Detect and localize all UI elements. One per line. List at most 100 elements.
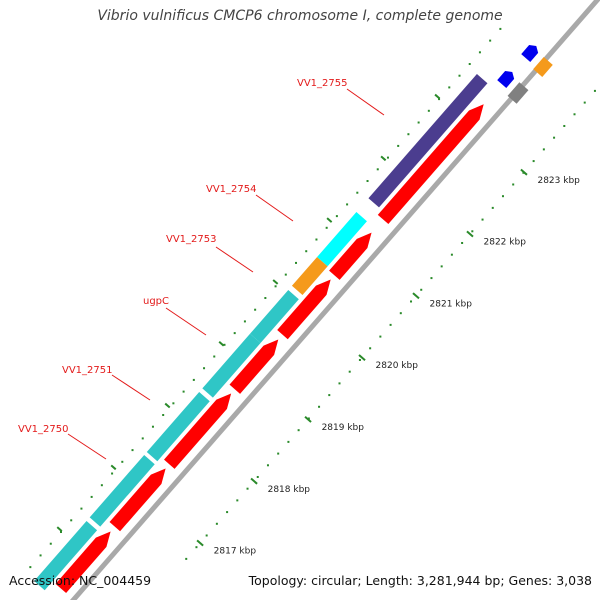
tick-dot (563, 124, 566, 127)
tick-dot-upper (121, 460, 124, 463)
tick-dot (450, 253, 453, 256)
tick-dot-upper (386, 156, 389, 159)
major-tick (412, 292, 420, 300)
major-tick-upper (326, 217, 333, 223)
gene-label: VV1_2755 (297, 78, 348, 89)
tick-dot-upper (417, 121, 420, 124)
tick-dot (501, 195, 504, 198)
tick-dot-upper (100, 484, 103, 487)
gene-arrow-fwd-2 (109, 468, 166, 532)
tick-label: 2818 kbp (268, 485, 311, 495)
tick-dot-upper (39, 554, 42, 557)
gene-box-ugpc (291, 257, 328, 296)
gene-arrow-fwd-5 (277, 279, 331, 340)
tick-dot-upper (366, 180, 369, 183)
gene-small-blue-1 (521, 45, 539, 62)
tick-dot-upper (80, 507, 83, 510)
major-tick-upper (218, 341, 225, 347)
major-tick (250, 477, 258, 485)
map-title: Vibrio vulnificus CMCP6 chromosome I, co… (97, 8, 503, 24)
tick-dot-upper (151, 425, 154, 428)
tick-dot-upper (172, 402, 175, 405)
tick-dot (256, 475, 259, 478)
tick-dot-upper (356, 191, 359, 194)
gene-small-orange (533, 57, 553, 77)
label-leader-line (165, 307, 207, 336)
tick-dot-upper (335, 215, 338, 218)
tick-dot-upper (233, 332, 236, 335)
tick-dot (389, 323, 392, 326)
tick-dot-upper (59, 531, 62, 534)
major-tick (304, 415, 312, 423)
tick-dot-upper (182, 390, 185, 393)
tick-dot-upper (468, 63, 471, 66)
tick-dot (307, 417, 310, 420)
gene-arrow-fwd-1 (55, 531, 111, 594)
gene-label: VV1_2753 (166, 234, 217, 245)
tick-dot (440, 265, 443, 268)
tick-dot-upper (254, 308, 257, 311)
tick-dot (399, 312, 402, 315)
gene-arrow-fwd-4 (229, 339, 279, 394)
tick-dot (481, 218, 484, 221)
gene-label: VV1_2754 (206, 184, 257, 195)
tick-dot (297, 429, 300, 432)
tick-dot-upper (489, 39, 492, 42)
tick-dot-upper (90, 495, 93, 498)
major-tick (358, 354, 366, 361)
tick-dot (542, 148, 545, 151)
tick-dot-upper (448, 86, 451, 89)
tick-dot-upper (111, 472, 114, 475)
gene-arrow-fwd-6 (329, 232, 372, 280)
tick-dot (471, 230, 474, 233)
gene-arrow-fwd-7 (377, 104, 484, 225)
tick-dot (338, 382, 341, 385)
tick-dot-upper (397, 144, 400, 147)
tick-dot-upper (213, 355, 216, 358)
tick-dot-upper (203, 367, 206, 370)
tick-dot-upper (315, 238, 318, 241)
tick-dot (532, 160, 535, 163)
gene-box-rev-6 (317, 212, 367, 267)
tick-dot-upper (70, 519, 73, 522)
tick-dot-upper (223, 343, 226, 346)
tick-dot (215, 522, 218, 525)
tick-dot (553, 136, 556, 139)
major-tick-upper (380, 155, 387, 162)
major-tick (520, 168, 528, 176)
genome-summary-text: Topology: circular; Length: 3,281,944 bp… (248, 573, 592, 588)
tick-dot-upper (427, 109, 430, 112)
tick-dot-upper (274, 285, 277, 288)
tick-dot (328, 394, 331, 397)
tick-label: 2817 kbp (214, 547, 257, 557)
tick-dot-upper (295, 261, 298, 264)
gene-small-gray (507, 82, 529, 104)
label-leader-line (67, 433, 107, 460)
label-leader-line (111, 374, 151, 401)
tick-dot-upper (162, 414, 165, 417)
gene-box-rev-4 (202, 333, 261, 398)
tick-dot (593, 89, 596, 92)
tick-dot-upper (29, 566, 32, 569)
label-leader-line (255, 194, 294, 222)
tick-label: 2820 kbp (376, 361, 419, 371)
tick-dot-upper (305, 250, 308, 253)
label-leader-line (215, 246, 254, 273)
tick-dot (185, 557, 188, 560)
tick-dot (348, 370, 351, 373)
tick-dot (236, 499, 239, 502)
tick-dot-upper (499, 27, 502, 30)
tick-dot (277, 452, 280, 455)
tick-dot-upper (141, 437, 144, 440)
tick-label: 2819 kbp (322, 423, 365, 433)
major-tick-upper (272, 279, 279, 285)
tick-dot (583, 101, 586, 104)
gene-label: ugpC (143, 296, 169, 307)
tick-dot (226, 511, 229, 514)
gene-small-blue-2 (497, 71, 515, 88)
tick-dot (266, 464, 269, 467)
major-tick (466, 230, 474, 238)
tick-dot (318, 405, 321, 408)
tick-dot-upper (284, 273, 287, 276)
